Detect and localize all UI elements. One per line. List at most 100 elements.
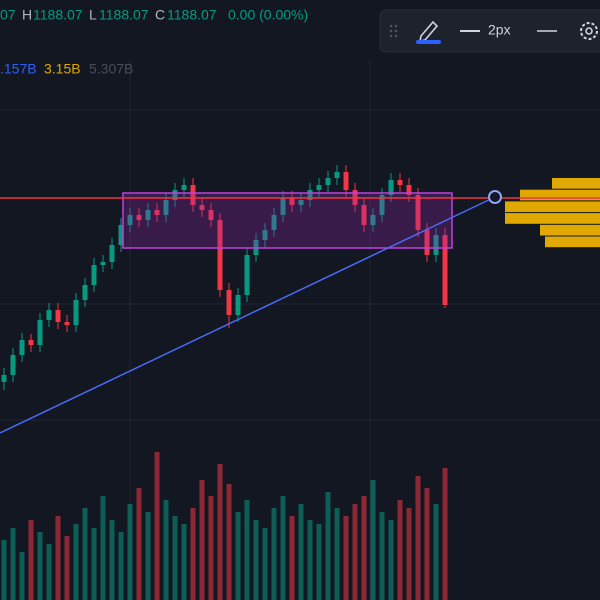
legend-volume-2: 3.15B (44, 61, 81, 77)
candle-body (226, 290, 232, 315)
candle-body (190, 185, 196, 205)
volume-bar (343, 516, 349, 600)
candle-body (181, 185, 187, 190)
color-button[interactable] (416, 20, 441, 44)
candle-body (361, 205, 367, 225)
volume-bar (19, 552, 25, 600)
volume-bar (208, 496, 214, 600)
volume-bar (172, 516, 178, 600)
volume-profile-bar (540, 224, 600, 236)
legend-volume-3: 5.307B (89, 61, 133, 77)
drawing-toolbar: 2px (379, 9, 600, 53)
line-width-label: 2px (488, 22, 511, 38)
candle-body (307, 190, 313, 200)
candle-body (118, 225, 124, 245)
volume-bar (406, 508, 412, 600)
volume-bar (55, 516, 61, 600)
volume-bar (379, 512, 385, 600)
candle-body (343, 172, 349, 190)
candle-body (19, 340, 25, 355)
volume-bar (244, 500, 250, 600)
volume-bar (127, 504, 133, 600)
candle-body (100, 262, 106, 265)
candle-body (10, 355, 16, 375)
volume-bar (289, 516, 295, 600)
candle-body (109, 245, 115, 262)
candle-body (235, 295, 241, 315)
volume-bar (145, 512, 151, 600)
plot (1, 165, 600, 600)
volume-bar (37, 532, 43, 600)
volume-bar (361, 496, 367, 600)
candle-body (442, 235, 448, 305)
volume-bar (298, 504, 304, 600)
candle-body (424, 230, 430, 255)
grid (0, 60, 600, 600)
volume-bar (397, 500, 403, 600)
volume-profile-bar (552, 178, 600, 189)
volume-bar (226, 484, 232, 600)
candle-body (91, 265, 97, 285)
volume-bar (82, 508, 88, 600)
volume-bar (163, 500, 169, 600)
candle-body (73, 300, 79, 325)
legend-low: 1188.07 (99, 7, 149, 23)
candle-body (316, 185, 322, 190)
candle-body (154, 210, 160, 215)
candle-body (289, 198, 295, 205)
volume-bar (73, 524, 79, 600)
volume-profile-bar (505, 201, 600, 213)
volume-bar (370, 480, 376, 600)
volume-bar (442, 468, 448, 600)
candle-body (433, 235, 439, 255)
volume-profile-bar (520, 189, 600, 201)
candle-body (208, 210, 214, 220)
volume-bar (190, 508, 196, 600)
volume-bar (109, 520, 115, 600)
volume-profile-bar (505, 213, 600, 224)
candle-body (280, 198, 286, 215)
candle-body (379, 195, 385, 215)
volume-bar (262, 528, 268, 600)
candle-body (28, 340, 34, 345)
candle-body (37, 320, 43, 345)
volume-bar (100, 496, 106, 600)
legend-c: C (155, 7, 165, 23)
volume-bar (46, 544, 52, 600)
volume-bar (316, 524, 322, 600)
ohlc-legend: 07 H 1188.07 L 1188.07 C 1188.07 0.00 (0… (0, 7, 308, 77)
legend-volume-1: .157B (0, 61, 37, 77)
volume-bar (181, 524, 187, 600)
line-width-button[interactable]: 2px (460, 22, 511, 38)
volume-bar (199, 480, 205, 600)
candle-body (136, 215, 142, 220)
candle-body (172, 190, 178, 200)
drag-handle[interactable] (389, 24, 398, 38)
candle-body (64, 322, 70, 325)
legend-open: 07 (0, 7, 16, 23)
volume-bar (154, 452, 160, 600)
candle-body (1, 375, 7, 382)
candle-body (145, 210, 151, 220)
candle-body (415, 195, 421, 230)
candle-body (325, 178, 331, 185)
candle-body (397, 180, 403, 185)
volume-bar (1, 540, 7, 600)
candle-body (199, 205, 205, 210)
candle-body (55, 310, 61, 322)
volume-bar (424, 488, 430, 600)
settings-button[interactable] (580, 22, 598, 40)
trend-line-handle[interactable] (488, 190, 502, 204)
volume-bar (118, 532, 124, 600)
candle-body (127, 215, 133, 225)
trend-line-drawing (0, 196, 496, 434)
rectangle-drawing (122, 192, 453, 249)
candle-body (244, 255, 250, 295)
volume-bar (352, 504, 358, 600)
volume-bar (388, 520, 394, 600)
legend-l: L (89, 7, 97, 23)
candle-body (298, 200, 304, 205)
